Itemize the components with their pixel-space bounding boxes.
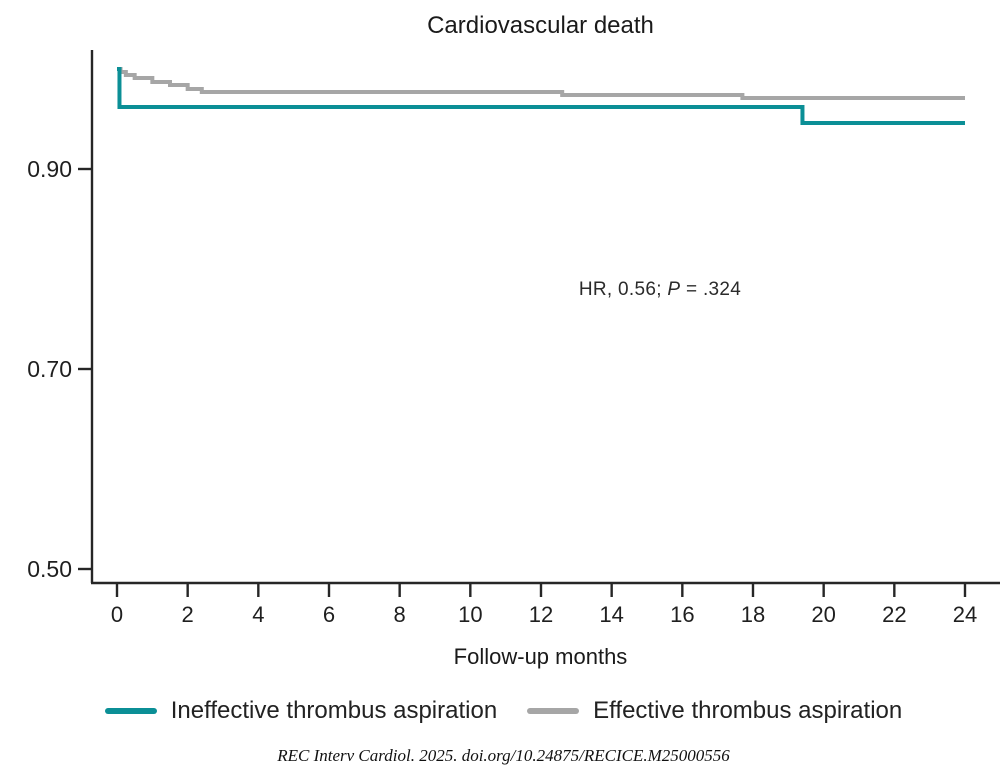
x-tick-label: 24 bbox=[953, 602, 977, 627]
hr-annotation-p: P bbox=[667, 279, 681, 300]
hr-annotation: HR, 0.56; P = .324 bbox=[540, 279, 780, 301]
x-axis-title: Follow-up months bbox=[453, 644, 628, 669]
x-tick-label: 18 bbox=[741, 602, 765, 627]
legend-line-effective-icon bbox=[527, 708, 580, 714]
hr-annotation-suffix: = .324 bbox=[680, 279, 742, 300]
km-plot: 0.900.700.500 2 4 6 8 10 12 14 16 18 20 22 24 bbox=[27, 50, 1000, 627]
x-tick-label: 0 bbox=[111, 602, 123, 627]
citation: REC Interv Cardiol. 2025. doi.org/10.248… bbox=[277, 746, 730, 765]
hr-annotation-prefix: HR, 0.56; bbox=[578, 279, 668, 300]
x-tick-label: 6 bbox=[323, 602, 335, 627]
legend-item-effective: Effective thrombus aspiration bbox=[527, 697, 902, 725]
x-tick-label: 8 bbox=[394, 602, 406, 627]
y-tick-label: 0.90 bbox=[27, 156, 72, 182]
x-tick-label: 16 bbox=[670, 602, 694, 627]
legend-label-ineffective: Ineffective thrombus aspiration bbox=[170, 697, 498, 724]
series-line-ineffective bbox=[117, 67, 965, 125]
legend-label-effective: Effective thrombus aspiration bbox=[593, 697, 903, 724]
legend-line-ineffective-icon bbox=[104, 708, 157, 714]
y-tick-label: 0.70 bbox=[27, 356, 72, 382]
x-tick-label: 12 bbox=[529, 602, 553, 627]
x-tick-label: 22 bbox=[882, 602, 906, 627]
x-tick-label: 20 bbox=[811, 602, 835, 627]
chart-title: Cardiovascular death bbox=[427, 12, 654, 39]
y-tick-label: 0.50 bbox=[27, 556, 72, 582]
x-tick-label: 4 bbox=[252, 602, 264, 627]
x-tick-label: 14 bbox=[599, 602, 623, 627]
x-tick-label: 2 bbox=[182, 602, 194, 627]
legend-item-ineffective: Ineffective thrombus aspiration bbox=[104, 697, 498, 725]
x-tick-label: 10 bbox=[458, 602, 482, 627]
legend: Ineffective thrombus aspiration Effectiv… bbox=[0, 697, 1007, 725]
series-line-effective bbox=[117, 67, 965, 100]
